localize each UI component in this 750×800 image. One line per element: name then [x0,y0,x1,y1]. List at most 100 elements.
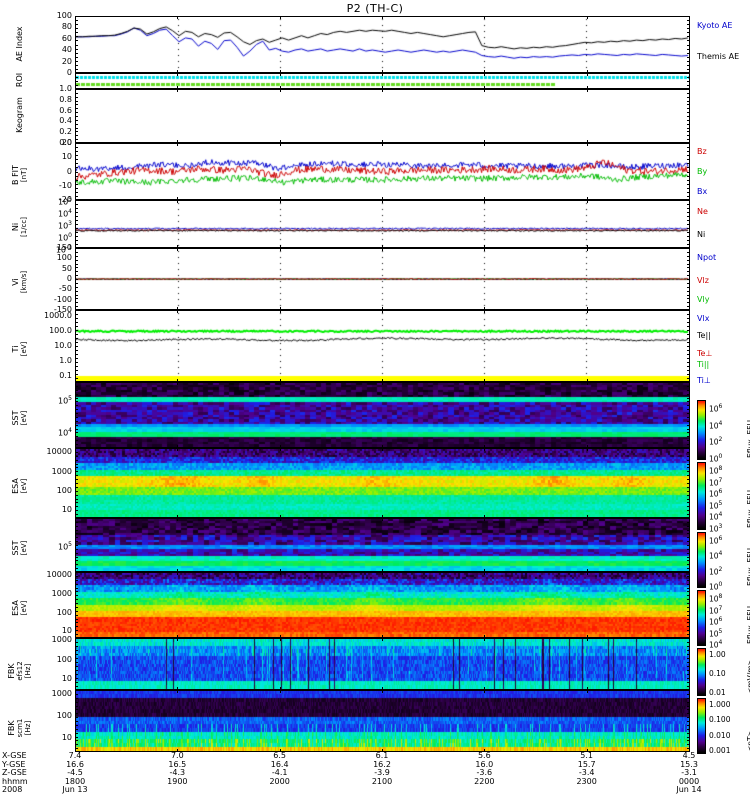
x-tick [382,572,383,575]
x-tick [280,687,281,690]
x-tick [689,749,690,752]
colorbar-tick-cb-fbk-b-0: 1.000 [709,700,731,709]
x-axis-value-hhmm-6: 0000 [678,776,700,786]
y-tick-label-ae-4: 20 [61,56,72,66]
y-tick [687,405,690,406]
x-tick [484,16,485,19]
y-tick [687,487,690,488]
x-tick [177,690,178,693]
y-tick [687,580,690,581]
x-tick [484,382,485,385]
y-tick [75,702,78,703]
y-tick [75,172,78,173]
x-tick [484,248,485,251]
y-tick [687,642,690,643]
y-tick [75,545,78,546]
y-tick [75,318,78,319]
colorbar-tick-cb-esa-e-2: 106 [709,488,723,499]
y-tick [75,658,78,659]
x-tick [484,638,485,641]
x-axis-value-x_gse-2: 6.5 [273,751,287,760]
y-tick [687,128,690,129]
y-tick [687,398,690,399]
legend-ti-perp: Ti⊥ [697,376,711,385]
y-tick-label-ni-3: 100 [57,232,72,243]
y-tick [687,53,690,54]
y-tick-label-ssteTick-0: 105 [57,395,72,406]
y-tick [75,267,78,268]
y-tick [75,682,78,683]
y-tick [687,40,690,41]
y-tick [687,591,690,592]
y-tick [687,417,690,418]
y-tick-label-keo-2: 0.6 [59,105,72,115]
y-tick [687,721,690,722]
x-tick [75,86,76,89]
y-tick [687,440,690,441]
panel-sst-e [75,382,690,448]
x-tick [484,86,485,89]
y-tick [687,568,690,569]
y-tick-label-ssteTick-1: 104 [57,426,72,438]
x-tick [177,86,178,89]
y-tick [75,306,78,307]
y-tick [687,358,690,359]
y-tick [75,607,78,608]
x-tick [382,248,383,251]
x-tick [382,16,383,19]
colorbar-cb-sst-e [697,400,706,460]
y-tick [75,591,78,592]
y-tick [687,61,690,62]
y-tick-label-fbkeTick-1: 100 [56,654,72,664]
colorbar-gradient [698,699,705,753]
y-tick [687,208,690,209]
y-tick-label-ae-3: 40 [61,45,72,55]
x-tick [484,635,485,638]
y-tick [75,326,78,327]
y-tick-label-ae-5: 0 [66,68,72,77]
y-tick [75,366,78,367]
x-tick [689,143,690,146]
x-tick [75,448,76,451]
y-tick [687,740,690,741]
x-tick [382,89,383,92]
colorbar-cb-esa-e [697,462,706,530]
x-tick [177,89,178,92]
x-tick [689,307,690,310]
y-tick [75,626,78,627]
x-tick [382,638,383,641]
x-axis-row-label-hhmm: hhmm [2,776,28,786]
x-tick [280,89,281,92]
x-tick [382,86,383,89]
y-tick [75,93,78,94]
y-tick [687,611,690,612]
y-tick-label-keo-3: 0.4 [59,116,72,126]
y-tick-label-fbkbTick-1: 100 [56,711,72,721]
y-tick [75,584,78,585]
x-tick [484,448,485,451]
y-tick [687,338,690,339]
y-tick [687,737,690,738]
y-tick [75,630,78,631]
x-tick [177,310,178,313]
panel-fbk-e [75,638,690,690]
y-tick [687,670,690,671]
x-tick [587,16,588,19]
y-tick [75,40,78,41]
y-tick [687,560,690,561]
panel-canvas-bfit [76,144,689,199]
y-tick [75,686,78,687]
y-tick [75,139,78,140]
y-tick [75,104,78,105]
x-tick [177,70,178,73]
y-tick [75,611,78,612]
colorbar-tick-cb-fbk-e-2: 0.01 [709,688,726,697]
y-tick [75,151,78,152]
y-tick-label-ni-4: 10-1 [55,244,72,255]
y-tick [75,432,78,433]
x-tick [689,638,690,641]
y-tick [687,362,690,363]
x-tick [280,635,281,638]
y-tick [687,526,690,527]
y-tick [687,220,690,221]
